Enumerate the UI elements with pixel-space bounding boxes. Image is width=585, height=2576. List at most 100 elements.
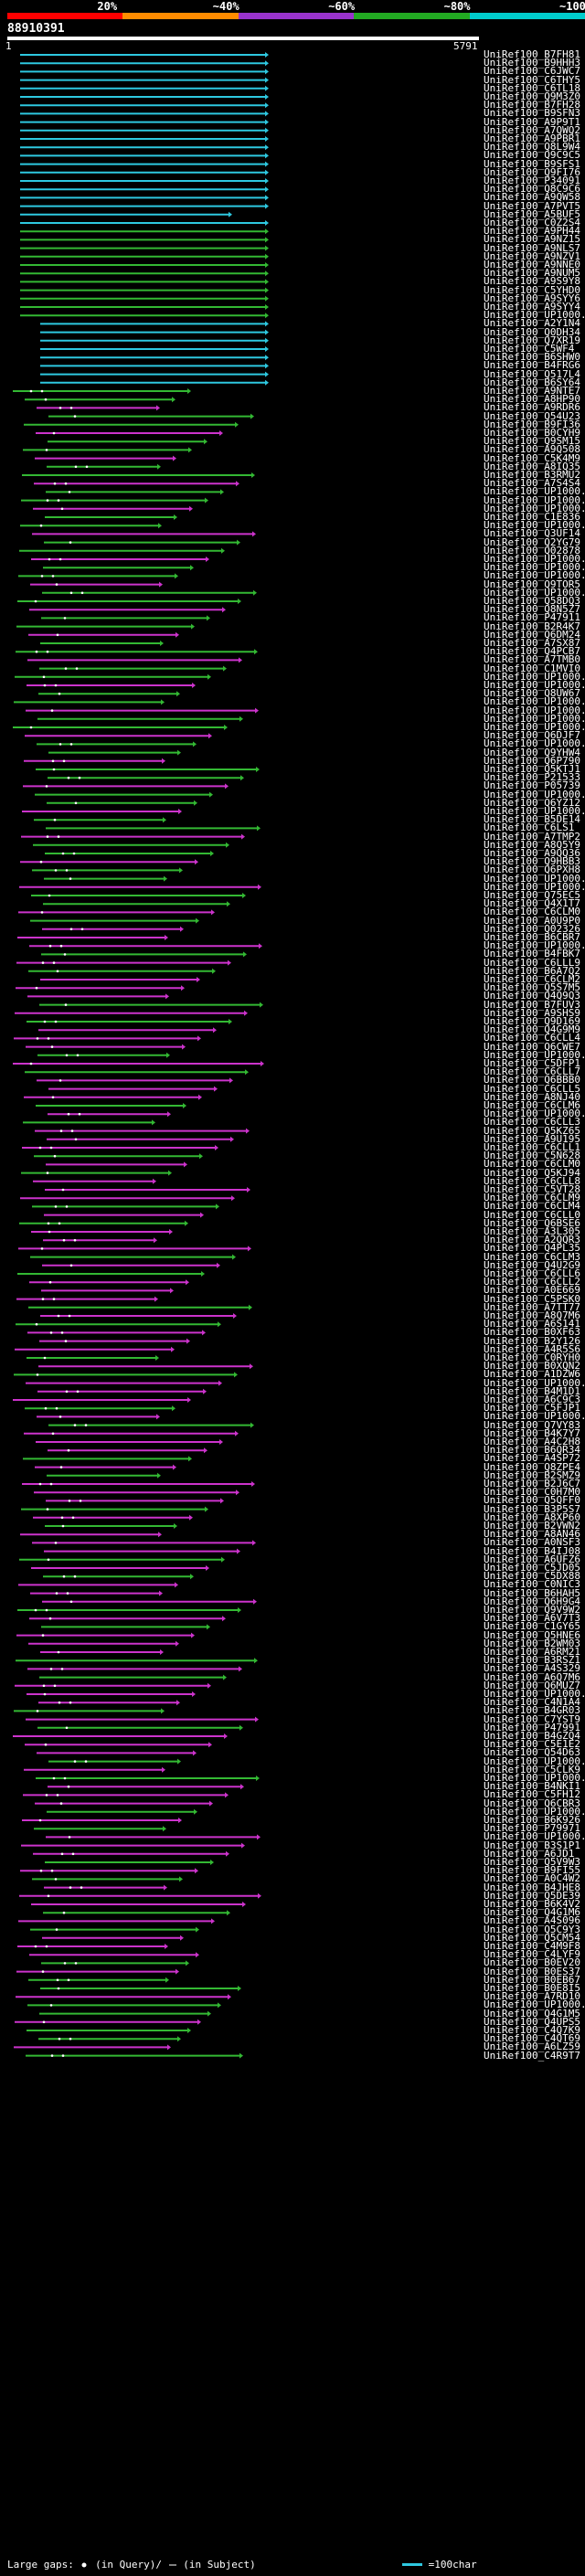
hit-link[interactable]: UniRef100_Q9SM15 <box>484 435 580 448</box>
hit-link[interactable]: UniRef100_C6CLL4 <box>484 1032 580 1044</box>
hit-link[interactable]: UniRef100_C6CLL5 <box>484 1082 580 1095</box>
hit-link[interactable]: UniRef100_B2Y126 <box>484 1334 580 1347</box>
hit-link[interactable]: UniRef100_B4JHE8 <box>484 1881 580 1893</box>
hit-link[interactable]: UniRef100_A9RDR6 <box>484 401 580 414</box>
hit-link[interactable]: UniRef100_C5CLK9 <box>484 1763 580 1776</box>
hit-link[interactable]: UniRef100_UP1000.. <box>484 1772 585 1784</box>
hit-link[interactable]: UniRef100_UP1000.. <box>484 1688 585 1700</box>
hit-link[interactable]: UniRef100_P05739 <box>484 779 580 792</box>
hit-link[interactable]: UniRef100_A0U9P0 <box>484 914 580 927</box>
hit-link[interactable]: UniRef100_C5YHD0 <box>484 283 580 296</box>
hit-link[interactable]: UniRef100_B6K926 <box>484 1814 580 1826</box>
hit-link[interactable]: UniRef100_C5N628 <box>484 1150 580 1162</box>
hit-link[interactable]: UniRef100_Q58DQ3 <box>484 595 580 607</box>
hit-link[interactable]: UniRef100_A9U195 <box>484 1132 580 1145</box>
hit-link[interactable]: UniRef100_C6TL18 <box>484 81 580 94</box>
hit-link[interactable]: UniRef100_C4LYF9 <box>484 1948 580 1961</box>
hit-link[interactable]: UniRef100_Q7VY83 <box>484 1418 580 1431</box>
hit-link[interactable]: UniRef100_B2SMZ9 <box>484 1468 580 1481</box>
hit-link[interactable]: UniRef100_B3P5S7 <box>484 1502 580 1515</box>
hit-link[interactable]: UniRef100_UP1000.. <box>484 1108 585 1120</box>
hit-link[interactable]: UniRef100_C5DFP1 <box>484 1057 580 1069</box>
hit-link[interactable]: UniRef100_B4IJ08 <box>484 1544 580 1557</box>
hit-link[interactable]: UniRef100_A9P9T1 <box>484 115 580 128</box>
hit-link[interactable]: UniRef100_A6LZ59 <box>484 2041 580 2053</box>
hit-link[interactable]: UniRef100_C6THY5 <box>484 73 580 86</box>
hit-link[interactable]: UniRef100_Q6YZ12 <box>484 796 580 809</box>
hit-link[interactable]: UniRef100_B5DE14 <box>484 813 580 826</box>
hit-link[interactable]: UniRef100_A3L305 <box>484 1225 580 1237</box>
hit-link[interactable]: UniRef100_A2QQR3 <box>484 1234 580 1246</box>
hit-link[interactable]: UniRef100_A9SHS9 <box>484 1006 580 1019</box>
hit-link[interactable]: UniRef100_C6CLL8 <box>484 1174 580 1187</box>
hit-link[interactable]: UniRef100_C6CLM3 <box>484 1250 580 1263</box>
hit-link[interactable]: UniRef100_Q2YG79 <box>484 535 580 548</box>
hit-link[interactable]: UniRef100_A9NUM5 <box>484 267 580 280</box>
hit-link[interactable]: UniRef100_UP1000.. <box>484 586 585 599</box>
hit-link[interactable]: UniRef100_UP1000.. <box>484 493 585 506</box>
hit-link[interactable]: UniRef100_Q6H9G4 <box>484 1595 580 1607</box>
hit-link[interactable]: UniRef100_UP1000.. <box>484 569 585 582</box>
hit-link[interactable]: UniRef100_Q6CWE7 <box>484 1040 580 1053</box>
hit-link[interactable]: UniRef100_B2R4K7 <box>484 620 580 632</box>
hit-link[interactable]: UniRef100_Q6BSE6 <box>484 1216 580 1229</box>
hit-link[interactable]: UniRef100_C6CLM9 <box>484 1192 580 1204</box>
hit-link[interactable]: UniRef100_A9NZV1 <box>484 249 580 262</box>
hit-link[interactable]: UniRef100_UP1000.. <box>484 679 585 691</box>
hit-link[interactable]: UniRef100_Q4UPS5 <box>484 2015 580 2028</box>
hit-link[interactable]: UniRef100_Q4PCB7 <box>484 645 580 658</box>
hit-link[interactable]: UniRef100_A8AN46 <box>484 1528 580 1541</box>
hit-link[interactable]: UniRef100_Q5HNE6 <box>484 1628 580 1641</box>
hit-link[interactable]: UniRef100_A6UFZ6 <box>484 1553 580 1565</box>
hit-link[interactable]: UniRef100_A7PVT5 <box>484 199 580 212</box>
hit-link[interactable]: UniRef100_B4GR03 <box>484 1704 580 1717</box>
hit-link[interactable]: UniRef100_UP1000.. <box>484 712 585 725</box>
hit-link[interactable]: UniRef100_A4S329 <box>484 1662 580 1675</box>
hit-link[interactable]: UniRef100_A9NNE0 <box>484 259 580 270</box>
hit-link[interactable]: UniRef100_B6SY64 <box>484 376 580 388</box>
hit-link[interactable]: UniRef100_B4K7Y7 <box>484 1426 580 1439</box>
hit-link[interactable]: UniRef100_Q4G9M9 <box>484 1023 580 1036</box>
hit-link[interactable]: UniRef100_B9FI36 <box>484 418 580 430</box>
hit-link[interactable]: UniRef100_B0E8I5 <box>484 1982 580 1994</box>
hit-link[interactable]: UniRef100_UP1000.. <box>484 670 585 683</box>
hit-link[interactable]: UniRef100_C6CLL0 <box>484 1208 580 1221</box>
hit-link[interactable]: UniRef100_Q4Q9Q3 <box>484 990 580 1002</box>
hit-link[interactable]: UniRef100_Q6DJF7 <box>484 729 580 742</box>
hit-link[interactable]: UniRef100_A0C4W2 <box>484 1872 580 1885</box>
hit-link[interactable]: UniRef100_B9SFS1 <box>484 157 580 170</box>
hit-link[interactable]: UniRef100_P79971 <box>484 1822 580 1835</box>
hit-link[interactable]: UniRef100_A4SP72 <box>484 1452 580 1465</box>
hit-link[interactable]: UniRef100_P47911 <box>484 611 580 624</box>
hit-link[interactable]: UniRef100_C6JWC7 <box>484 65 580 78</box>
hit-link[interactable]: UniRef100_Q8C9C6 <box>484 183 580 196</box>
hit-link[interactable]: UniRef100_UP1000.. <box>484 1048 585 1061</box>
hit-link[interactable]: UniRef100_Q6PXH8 <box>484 864 580 876</box>
hit-link[interactable]: UniRef100_Q9FI76 <box>484 165 580 178</box>
hit-link[interactable]: UniRef100_UP1000.. <box>484 485 585 498</box>
hit-link[interactable]: UniRef100_C6CLM6 <box>484 1099 580 1111</box>
hit-link[interactable]: UniRef100_P21533 <box>484 771 580 784</box>
hit-link[interactable]: UniRef100_A7SX87 <box>484 637 580 649</box>
hit-link[interactable]: UniRef100_UP1000.. <box>484 1754 585 1767</box>
hit-link[interactable]: UniRef100_Q0DH34 <box>484 325 580 338</box>
hit-link[interactable]: UniRef100_Q9TOR5 <box>484 578 580 590</box>
hit-link[interactable]: UniRef100_C1GY65 <box>484 1620 580 1633</box>
hit-link[interactable]: UniRef100_B3S1P1 <box>484 1839 580 1851</box>
hit-link[interactable]: UniRef100_C6CLL1 <box>484 1141 580 1153</box>
hit-link[interactable]: UniRef100_UP1000.. <box>484 939 585 952</box>
hit-link[interactable]: UniRef100_UP1000.. <box>484 1805 585 1818</box>
hit-link[interactable]: UniRef100_A0NSF3 <box>484 1536 580 1549</box>
hit-link[interactable]: UniRef100_B7FUV3 <box>484 998 580 1011</box>
hit-link[interactable]: UniRef100_C6CLL3 <box>484 1116 580 1129</box>
hit-link[interactable]: UniRef100_C5FH12 <box>484 1788 580 1801</box>
hit-link[interactable]: UniRef100_Q517L4 <box>484 367 580 380</box>
hit-link[interactable]: UniRef100_B2J6C7 <box>484 1478 580 1489</box>
hit-link[interactable]: UniRef100_C7YST9 <box>484 1712 580 1725</box>
hit-link[interactable]: UniRef100_Q4G1M5 <box>484 2007 580 2019</box>
hit-link[interactable]: UniRef100_Q6BBB0 <box>484 1074 580 1087</box>
hit-link[interactable]: UniRef100_C6CLL2 <box>484 1276 580 1288</box>
hit-link[interactable]: UniRef100_C6CLM0 <box>484 1158 580 1171</box>
hit-link[interactable]: UniRef100_A9SYY4 <box>484 301 580 313</box>
hit-link[interactable]: UniRef100_Q9D169 <box>484 1015 580 1027</box>
